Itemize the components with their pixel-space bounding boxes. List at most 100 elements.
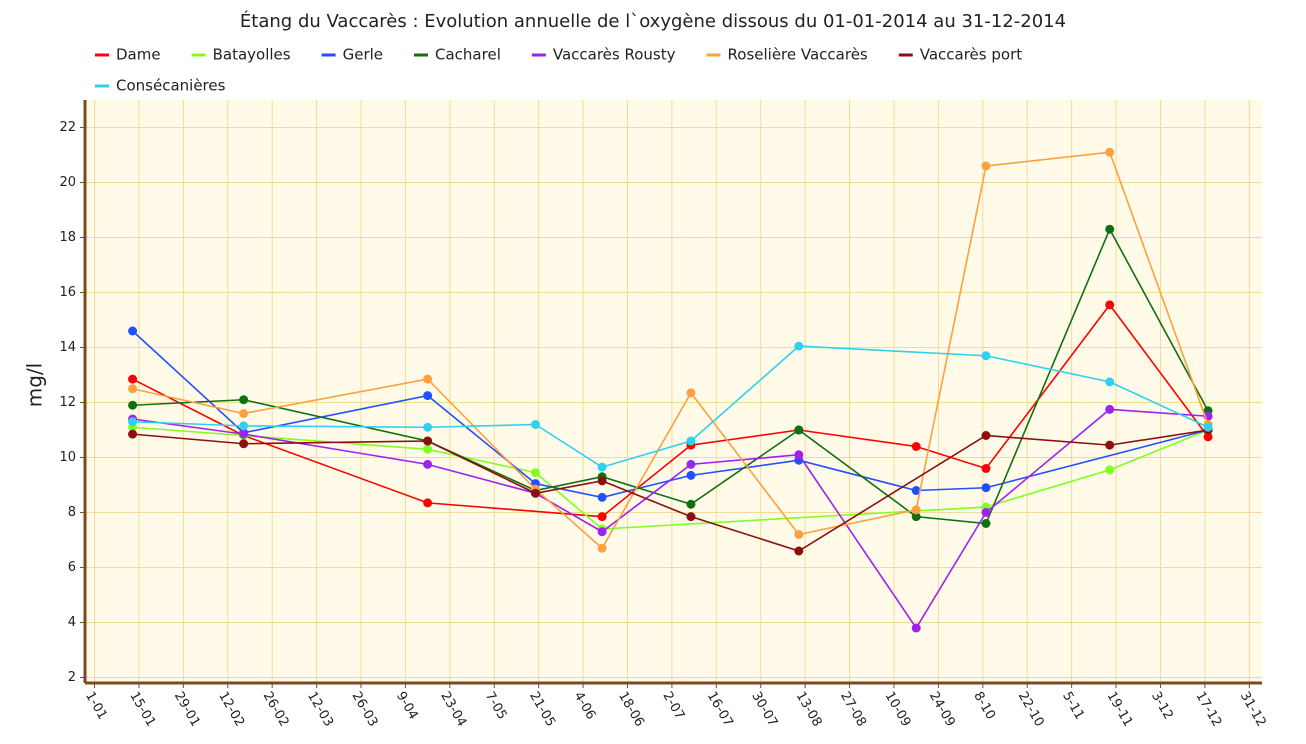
x-tick-label: 9-04 (393, 689, 421, 722)
x-tick-label: 12-02 (215, 689, 247, 729)
y-tick-label: 14 (59, 340, 76, 355)
y-tick-label: 22 (59, 120, 76, 135)
legend-label: Roselière Vaccarès (728, 46, 868, 64)
y-tick-label: 2 (68, 670, 76, 685)
point (530, 468, 540, 478)
point (239, 395, 249, 405)
point (423, 444, 433, 454)
point (1105, 377, 1115, 387)
series-line (132, 330, 1209, 499)
point (794, 425, 804, 435)
legend-label: Cacharel (435, 46, 501, 64)
point (128, 326, 138, 336)
point (794, 546, 804, 556)
point (423, 374, 433, 384)
point (128, 417, 138, 427)
y-tick-label: 16 (59, 285, 76, 300)
plot-area (85, 100, 1262, 683)
point (911, 623, 921, 633)
x-tick-label: 10-09 (881, 689, 913, 729)
legend-label: Batayolles (213, 46, 291, 64)
chart-title: Étang du Vaccarès : Evolution annuelle d… (240, 10, 1066, 32)
x-tick-label: 8-10 (970, 689, 998, 722)
point (128, 374, 138, 384)
point (794, 341, 804, 351)
point (1105, 404, 1115, 414)
point (911, 486, 921, 495)
legend-label: Vaccarès Rousty (553, 46, 676, 64)
point (1105, 440, 1115, 450)
point (1105, 465, 1115, 475)
point (686, 470, 696, 480)
point (911, 442, 921, 451)
point (686, 499, 696, 509)
point (981, 508, 991, 517)
point (128, 429, 138, 439)
point (686, 459, 696, 469)
y-tick-label: 12 (59, 395, 76, 410)
x-tick-label: 1-01 (82, 689, 110, 722)
series-line (132, 303, 1209, 518)
x-tick-label: 17-12 (1192, 689, 1224, 729)
series-line (132, 345, 1209, 468)
legend-label: Dame (116, 46, 161, 64)
x-tick-label: 23-04 (437, 689, 469, 729)
point (530, 420, 540, 429)
point (530, 488, 540, 498)
x-tick-label: 24-09 (926, 689, 958, 729)
point (597, 543, 607, 553)
series-line (132, 426, 1209, 530)
x-tick-label: 15-01 (126, 689, 158, 729)
point (1105, 224, 1115, 234)
y-tick-label: 18 (59, 230, 76, 245)
point (597, 512, 607, 522)
y-axis-label: mg/l (23, 363, 47, 407)
point (981, 483, 991, 493)
point (239, 429, 249, 439)
point (981, 351, 991, 361)
point (794, 530, 804, 539)
point (423, 498, 433, 508)
x-tick-label: 22-10 (1015, 689, 1047, 729)
x-tick-label: 26-03 (349, 689, 381, 729)
point (423, 422, 433, 432)
x-tick-label: 5-11 (1059, 689, 1087, 722)
point (239, 409, 249, 418)
x-tick-label: 29-01 (171, 689, 203, 729)
point (239, 421, 249, 431)
legend-label: Gerle (343, 46, 383, 64)
x-tick-label: 4-06 (571, 689, 599, 722)
point (794, 450, 804, 460)
point (597, 476, 607, 486)
point (597, 492, 607, 502)
point (597, 527, 607, 537)
point (981, 464, 991, 473)
y-tick-label: 8 (68, 505, 76, 520)
point (1203, 432, 1213, 442)
point (1203, 422, 1213, 432)
point (981, 519, 991, 528)
point (423, 436, 433, 446)
x-tick-label: 18-06 (615, 689, 647, 729)
point (128, 400, 138, 410)
point (686, 436, 696, 446)
point (911, 505, 921, 515)
x-tick-label: 3-12 (1148, 689, 1176, 722)
y-tick-label: 20 (59, 175, 76, 190)
point (1105, 147, 1115, 157)
x-tick-label: 30-07 (748, 689, 780, 729)
point (239, 439, 249, 449)
point (686, 512, 696, 522)
point (981, 431, 991, 440)
x-tick-label: 7-05 (482, 689, 510, 722)
point (423, 459, 433, 469)
x-tick-label: 21-05 (526, 689, 558, 729)
point (911, 512, 921, 522)
point (1105, 300, 1115, 310)
x-tick-label: 2-07 (659, 689, 687, 722)
x-tick-label: 19-11 (1104, 689, 1136, 729)
x-tick-label: 16-07 (704, 689, 736, 729)
point (686, 388, 696, 398)
